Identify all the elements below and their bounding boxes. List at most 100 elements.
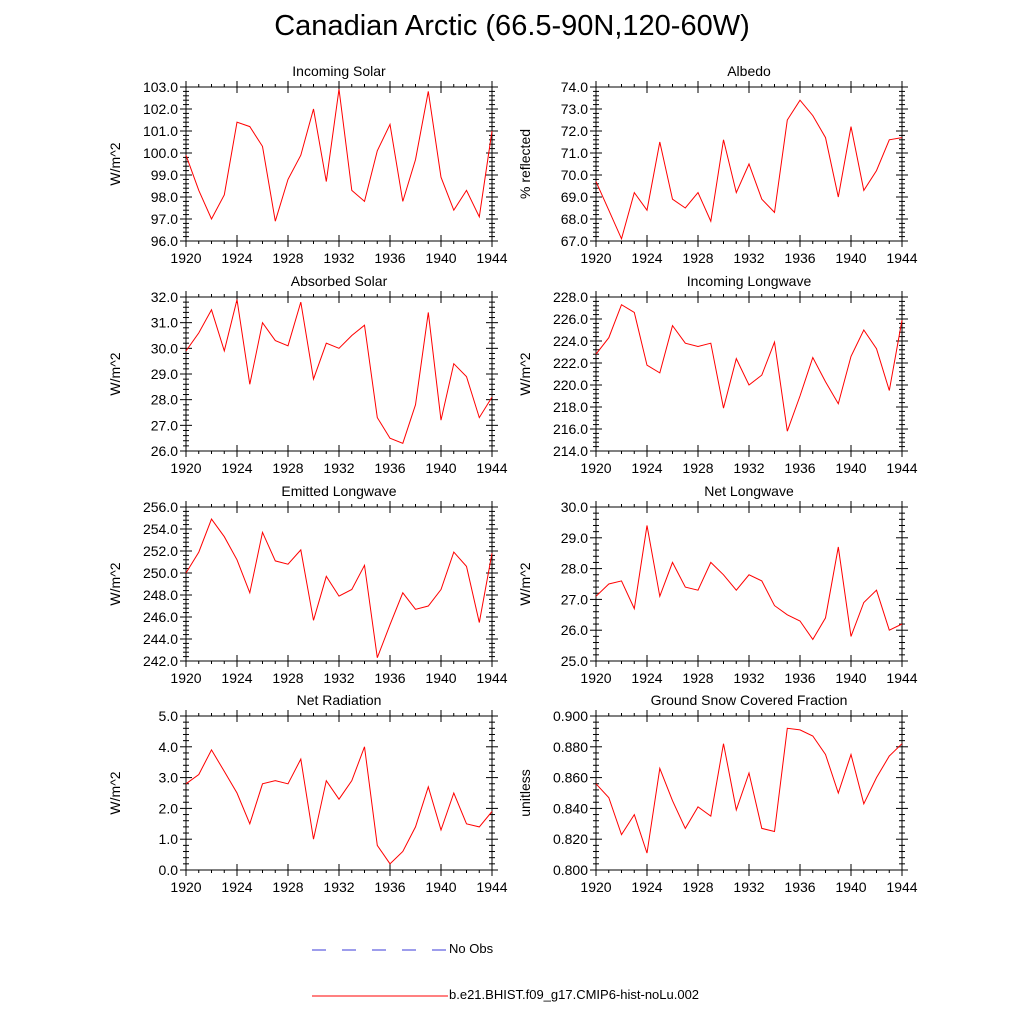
x-tick-label: 1940 [425,460,456,476]
x-tick-label: 1924 [221,250,252,266]
legend-obs-line [312,949,448,951]
y-tick-label: 100.0 [143,145,178,161]
y-tick-label: 29.0 [151,366,178,382]
y-tick-label: 74.0 [561,79,588,95]
y-tick-label: 30.0 [561,499,588,515]
x-tick-label: 1932 [733,879,764,895]
y-tick-label: 226.0 [553,311,588,327]
x-tick-label: 1936 [374,250,405,266]
y-tick-label: 69.0 [561,189,588,205]
x-tick-label: 1936 [374,879,405,895]
series-line [185,89,493,222]
y-axis-label: unitless [517,769,533,816]
chart-panel: Absorbed Solar W/m^2 26.0 27.0 28.0 29.0 30.0 3… [107,273,508,476]
y-tick-label: 71.0 [561,145,588,161]
y-tick-label: 102.0 [143,101,178,117]
plot-frame [185,715,493,871]
y-axis-label: W/m^2 [517,352,533,395]
x-tick-label: 1924 [221,879,252,895]
x-tick-label: 1928 [272,670,303,686]
y-tick-label: 252.0 [143,543,178,559]
y-tick-label: 248.0 [143,587,178,603]
x-tick-label: 1936 [784,250,815,266]
plot-frame [595,715,903,871]
x-tick-label: 1924 [631,670,662,686]
x-tick-label: 1936 [784,879,815,895]
x-tick-label: 1940 [425,250,456,266]
y-tick-label: 73.0 [561,101,588,117]
x-tick-label: 1936 [374,670,405,686]
y-tick-label: 27.0 [151,417,178,433]
y-tick-label: 31.0 [151,315,178,331]
figure-title: Canadian Arctic (66.5-90N,120-60W) [274,10,750,42]
x-tick-label: 1940 [835,460,866,476]
panel-title: Net Longwave [704,483,794,499]
plot-frame [185,506,493,662]
plot-frame [595,506,903,662]
x-tick-label: 1920 [580,670,611,686]
y-tick-label: 222.0 [553,355,588,371]
chart-panel: Net Longwave W/m^2 25.0 26.0 27.0 28.0 29.0 30.… [517,483,918,686]
x-tick-label: 1928 [682,250,713,266]
y-axis-label: W/m^2 [107,352,123,395]
y-tick-label: 103.0 [143,79,178,95]
y-tick-label: 98.0 [151,189,178,205]
x-tick-label: 1924 [631,250,662,266]
x-tick-label: 1920 [170,460,201,476]
legend-model-line [312,995,448,997]
x-tick-label: 1932 [323,460,354,476]
x-tick-label: 1944 [886,250,917,266]
series-line [595,727,903,854]
y-tick-label: 67.0 [561,233,588,249]
y-tick-label: 0.840 [553,800,588,816]
x-tick-label: 1928 [272,879,303,895]
y-tick-label: 242.0 [143,653,178,669]
y-tick-label: 3.0 [159,770,179,786]
x-tick-label: 1928 [682,879,713,895]
x-tick-label: 1920 [580,460,611,476]
chart-panel: Albedo % reflected 67.0 68.0 69.0 70.0 71.0 72.… [517,63,918,266]
y-tick-label: 96.0 [151,233,178,249]
x-tick-label: 1936 [374,460,405,476]
y-tick-label: 99.0 [151,167,178,183]
panel-title: Absorbed Solar [291,273,388,289]
y-tick-label: 2.0 [159,800,179,816]
chart-panel: Incoming Longwave W/m^2 214.0 216.0 218.0 220… [517,273,918,476]
legend-obs-label: No Obs [449,941,494,956]
x-tick-label: 1932 [323,879,354,895]
x-tick-label: 1928 [272,460,303,476]
y-tick-label: 30.0 [151,340,178,356]
y-tick-label: 246.0 [143,609,178,625]
y-tick-label: 97.0 [151,211,178,227]
x-tick-label: 1920 [170,670,201,686]
y-tick-label: 0.860 [553,770,588,786]
plot-frame [185,296,493,452]
y-tick-label: 28.0 [151,392,178,408]
y-axis-label: W/m^2 [107,562,123,605]
y-axis-label: W/m^2 [107,142,123,185]
x-tick-label: 1940 [835,670,866,686]
x-tick-label: 1928 [272,250,303,266]
y-tick-label: 26.0 [561,622,588,638]
series-line [595,99,903,241]
y-tick-label: 1.0 [159,831,179,847]
y-tick-label: 254.0 [143,521,178,537]
y-tick-label: 70.0 [561,167,588,183]
x-tick-label: 1932 [323,670,354,686]
y-tick-label: 0.0 [159,862,179,878]
y-axis-label: W/m^2 [517,562,533,605]
y-tick-label: 0.800 [553,862,588,878]
series-line [595,303,903,432]
x-tick-label: 1928 [682,670,713,686]
y-tick-label: 224.0 [553,333,588,349]
plot-frame [595,296,903,452]
chart-panel: Ground Snow Covered Fraction unitless 0.80… [517,692,918,895]
y-tick-label: 32.0 [151,289,178,305]
y-tick-label: 216.0 [553,421,588,437]
x-tick-label: 1936 [784,670,815,686]
x-tick-label: 1924 [221,670,252,686]
y-tick-label: 228.0 [553,289,588,305]
series-line [185,746,493,865]
x-tick-label: 1944 [476,670,507,686]
x-tick-label: 1940 [425,670,456,686]
